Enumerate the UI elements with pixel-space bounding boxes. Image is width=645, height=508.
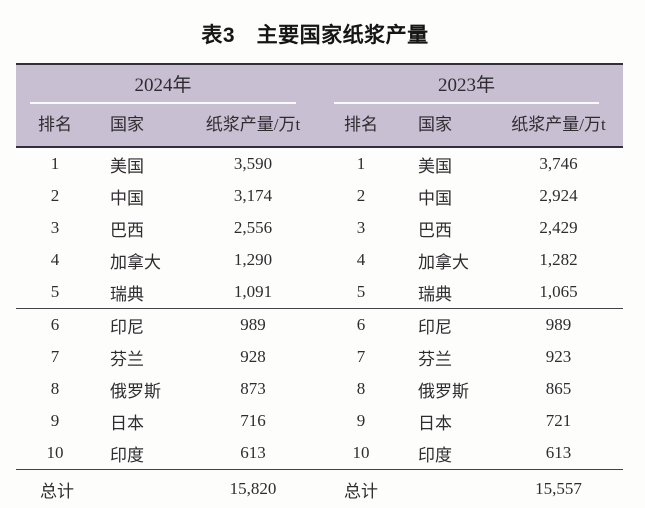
country-cell: 印度: [94, 437, 186, 470]
production-value-cell: 2,429: [539, 218, 578, 237]
rank-cell: 2: [356, 186, 366, 205]
year-label-2023: 2023年: [334, 65, 599, 104]
table-row: 7 芬兰 928 7 芬兰 923: [16, 341, 623, 373]
total-label: 总计: [16, 469, 186, 508]
country-cell: 印度: [402, 437, 494, 470]
rank-cell: 6: [50, 315, 60, 334]
col-header-country: 国家: [402, 104, 494, 148]
table-row: 1 美国 3,590 1 美国 3,746: [16, 147, 623, 180]
table-row: 2 中国 3,174 2 中国 2,924: [16, 180, 623, 212]
production-value-cell: 1,091: [186, 276, 320, 309]
country-cell: 中国: [418, 188, 452, 208]
production-value-cell: 928: [240, 347, 266, 366]
production-value-cell: 1,065: [494, 276, 623, 309]
country-cell: 巴西: [110, 220, 144, 240]
production-value-cell: 1,290: [233, 250, 273, 269]
production-value-cell: 3,590: [233, 154, 273, 173]
rank-cell: 3: [50, 218, 60, 237]
country-cell: 芬兰: [418, 349, 452, 369]
country-cell: 瑞典: [94, 276, 186, 309]
total-value: 15,557: [494, 469, 623, 508]
rank-cell: 10: [320, 437, 402, 470]
table-row: 5 瑞典 1,091 5 瑞典 1,065: [16, 276, 623, 309]
rank-cell: 4: [50, 250, 60, 269]
table-body: 1 美国 3,590 1 美国 3,746 2 中国 3,174 2 中国 2,…: [16, 147, 623, 508]
country-cell: 加拿大: [418, 252, 469, 272]
country-cell: 俄罗斯: [110, 381, 161, 401]
country-cell: 俄罗斯: [418, 381, 469, 401]
production-value-cell: 873: [240, 379, 266, 398]
rank-cell: 10: [16, 437, 94, 470]
pulp-production-table: 2024年 2023年 排名 国家 纸浆产量/万t 排名 国家 纸浆产量/万t …: [16, 63, 623, 508]
production-value-cell: 923: [545, 347, 572, 366]
rank-cell: 3: [356, 218, 366, 237]
rank-cell: 7: [356, 347, 366, 366]
rank-cell: 9: [356, 411, 366, 430]
production-value-cell: 716: [240, 411, 266, 430]
production-value-cell: 2,924: [539, 186, 578, 205]
country-cell: 芬兰: [110, 349, 144, 369]
table-row: 8 俄罗斯 873 8 俄罗斯 865: [16, 373, 623, 405]
rank-cell: 1: [50, 154, 60, 173]
rank-cell: 7: [50, 347, 60, 366]
production-value-cell: 2,556: [233, 218, 273, 237]
country-cell: 瑞典: [402, 276, 494, 309]
country-cell: 巴西: [418, 220, 452, 240]
rank-cell: 2: [50, 186, 60, 205]
production-value-cell: 989: [240, 315, 266, 334]
table-header: 2024年 2023年 排名 国家 纸浆产量/万t 排名 国家 纸浆产量/万t: [16, 63, 623, 148]
table-row: 3 巴西 2,556 3 巴西 2,429: [16, 212, 623, 244]
total-value: 15,820: [186, 469, 320, 508]
country-cell: 日本: [418, 413, 452, 433]
year-spanner-row: 2024年 2023年: [16, 63, 623, 104]
rank-cell: 9: [50, 411, 60, 430]
production-value-cell: 3,174: [233, 186, 273, 205]
col-header-rank: 排名: [320, 104, 402, 148]
rank-cell: 6: [356, 315, 366, 334]
year-label-2024: 2024年: [30, 65, 296, 104]
production-value-cell: 865: [545, 379, 572, 398]
rank-cell: 1: [356, 154, 366, 173]
col-header-production: 纸浆产量/万t: [494, 104, 623, 148]
table-row: 4 加拿大 1,290 4 加拿大 1,282: [16, 244, 623, 276]
table-title: 表3 主要国家纸浆产量: [201, 24, 429, 47]
country-cell: 日本: [110, 413, 144, 433]
rank-cell: 5: [16, 276, 94, 309]
production-value-cell: 3,746: [539, 154, 578, 173]
production-value-cell: 721: [545, 411, 572, 430]
production-value-cell: 613: [186, 437, 320, 470]
country-cell: 印尼: [418, 317, 452, 337]
table-row: 9 日本 716 9 日本 721: [16, 405, 623, 437]
production-value-cell: 613: [494, 437, 623, 470]
rank-cell: 5: [320, 276, 402, 309]
country-cell: 加拿大: [110, 252, 161, 272]
country-cell: 中国: [110, 188, 144, 208]
col-header-rank: 排名: [16, 104, 94, 148]
country-cell: 美国: [418, 156, 452, 176]
production-value-cell: 989: [545, 315, 572, 334]
rank-cell: 8: [356, 379, 366, 398]
year-group-2023: 2023年: [320, 63, 623, 104]
rank-cell: 8: [50, 379, 60, 398]
country-cell: 印尼: [110, 317, 144, 337]
table-row: 10 印度 613 10 印度 613: [16, 437, 623, 470]
rank-cell: 4: [356, 250, 366, 269]
column-header-row: 排名 国家 纸浆产量/万t 排名 国家 纸浆产量/万t: [16, 104, 623, 148]
country-cell: 美国: [110, 156, 144, 176]
total-row: 总计 15,820 总计 15,557: [16, 469, 623, 508]
total-label: 总计: [320, 469, 494, 508]
production-value-cell: 1,282: [539, 250, 578, 269]
col-header-country: 国家: [94, 104, 186, 148]
year-group-2024: 2024年: [16, 63, 320, 104]
col-header-production: 纸浆产量/万t: [186, 104, 320, 148]
table-row: 6 印尼 989 6 印尼 989: [16, 309, 623, 342]
